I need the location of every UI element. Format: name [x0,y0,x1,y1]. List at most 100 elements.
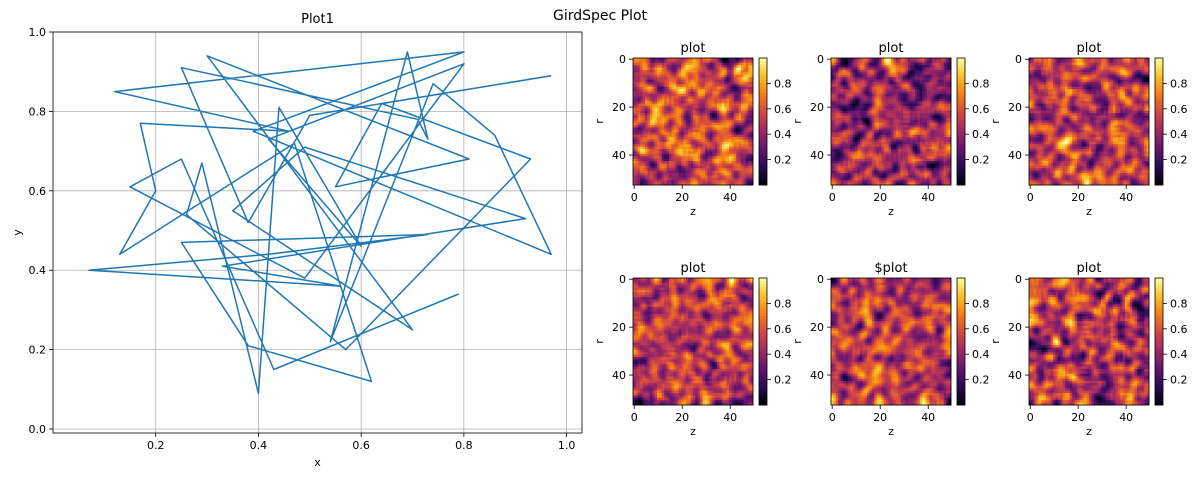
x-axis-label: x [314,456,321,469]
heatmap-cell [847,132,851,136]
heatmap-cell [840,65,844,68]
heatmap-cell [673,79,677,83]
heatmap-cell [661,79,665,83]
heatmap-cell [702,67,706,71]
heatmap-cell [669,132,672,136]
heatmap-cell [903,103,906,107]
heatmap-cell [905,103,909,107]
heatmap-cell [936,67,940,71]
heatmap-cell [671,93,675,97]
heatmap-cell [635,173,639,176]
y-tick-label: 0.8 [29,105,47,118]
heatmap-cell [683,101,687,104]
colorbar-segment [759,121,767,126]
heatmap-cell [683,105,687,109]
heatmap-cell [886,81,889,85]
heatmap-cell [640,153,643,157]
heatmap-cell [724,69,727,73]
heatmap-cell [943,146,947,150]
heatmap-cell [912,115,916,119]
heatmap-cell [833,156,837,159]
heatmap-cell [700,67,703,71]
heatmap-cell [688,129,691,133]
heatmap-cell [750,96,754,100]
heatmap-cell [673,158,677,162]
heatmap-cell [903,139,906,143]
heatmap-cell [835,149,839,152]
heatmap-cell [939,151,942,155]
heatmap-cell [898,141,901,145]
heatmap-cell [862,149,865,152]
heatmap-cell [881,158,885,162]
heatmap-cell [642,180,646,183]
heatmap-cell [907,74,911,78]
heatmap-cell [895,86,899,90]
heatmap-cell [681,67,684,71]
heatmap-cell [876,79,880,83]
heatmap-cell [905,91,909,95]
heatmap-cell [915,125,918,128]
heatmap-cell [907,58,911,61]
heatmap-cell [874,127,877,131]
heatmap-cell [635,158,639,162]
heatmap-cell [721,98,725,102]
heatmap-cell [649,168,653,171]
heatmap-cell [635,96,639,100]
heatmap-cell [927,101,930,104]
heatmap-cell [654,103,658,107]
y-tick-label: 0.6 [29,185,47,198]
heatmap-cell [688,101,691,104]
heatmap-cell [640,125,643,128]
heatmap-cell [714,120,718,124]
heatmap-cell [886,103,889,107]
heatmap-cell [857,156,861,159]
heatmap-cell [857,91,861,95]
heatmap-cell [888,79,892,83]
heatmap-cell [915,153,918,157]
heatmap-cell [871,89,875,92]
heatmap-cell [690,93,694,97]
heatmap-cell [847,120,851,124]
heatmap-cell [946,125,949,128]
heatmap-cell [702,60,706,64]
heatmap-cell [898,120,901,124]
heatmap-cell [633,74,636,78]
heatmap-cell [888,146,892,150]
heatmap-cell [900,60,904,64]
heatmap-cell [673,110,677,114]
heatmap-cell [850,117,853,121]
heatmap-cell [681,79,684,83]
heatmap-cell [835,93,839,97]
heatmap-cell [654,96,658,100]
heatmap-cell [645,115,648,119]
heatmap-cell [924,129,928,133]
heatmap-cell [664,173,667,176]
heatmap-cell [693,89,696,92]
heatmap-cell [859,149,863,152]
heatmap-cell [717,115,720,119]
heatmap-cell [941,151,945,155]
heatmap-cell [714,81,718,85]
heatmap-cell [912,58,916,61]
heatmap-cell [729,173,732,176]
heatmap-cell [931,108,935,112]
heatmap-cell [738,108,742,112]
heatmap-cell [946,141,949,145]
heatmap-cell [647,117,651,121]
heatmap-cell [697,127,701,131]
heatmap-cell [637,115,641,119]
heatmap-cell [671,165,675,169]
heatmap-cell [688,58,691,61]
heatmap-cell [729,153,732,157]
heatmap-cell [654,81,658,85]
heatmap-cell [645,98,648,102]
heatmap-cell [729,170,732,174]
heatmap-cell [905,74,909,78]
heatmap-cell [707,144,711,148]
heatmap-cell [669,84,672,88]
heatmap-cell [922,62,925,66]
heatmap-cell [886,151,889,155]
heatmap-cell [721,110,725,114]
y-axis-label: y [11,229,24,236]
